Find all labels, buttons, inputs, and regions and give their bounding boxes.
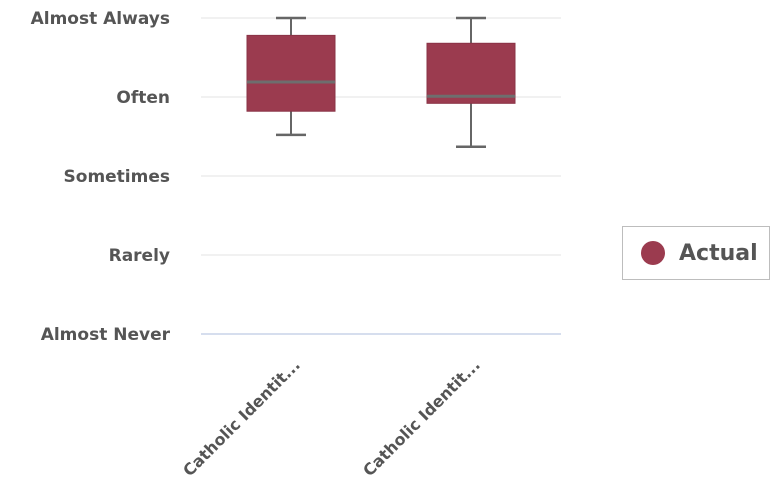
box-iqr — [426, 42, 516, 104]
legend: Actual — [622, 226, 770, 280]
legend-swatch-actual — [641, 241, 665, 265]
y-tick-label: Almost Never — [41, 325, 171, 345]
box-iqr — [246, 34, 336, 112]
x-axis-tick-labels: Catholic Identit... Catholic Identit... — [179, 355, 484, 480]
y-tick-label: Sometimes — [64, 167, 170, 187]
legend-label-actual: Actual — [679, 240, 758, 266]
box-plot-item — [426, 16, 516, 149]
x-tick-label: Catholic Identit... — [179, 355, 304, 480]
y-axis-tick-labels: Almost Never Rarely Sometimes Often Almost A… — [31, 9, 171, 345]
x-tick-label: Catholic Identit... — [359, 355, 484, 480]
y-tick-label: Almost Always — [31, 9, 170, 29]
box-plot-item — [246, 16, 336, 137]
y-tick-label: Rarely — [109, 246, 170, 266]
y-tick-label: Often — [116, 88, 170, 108]
box-plot-series — [246, 16, 516, 149]
